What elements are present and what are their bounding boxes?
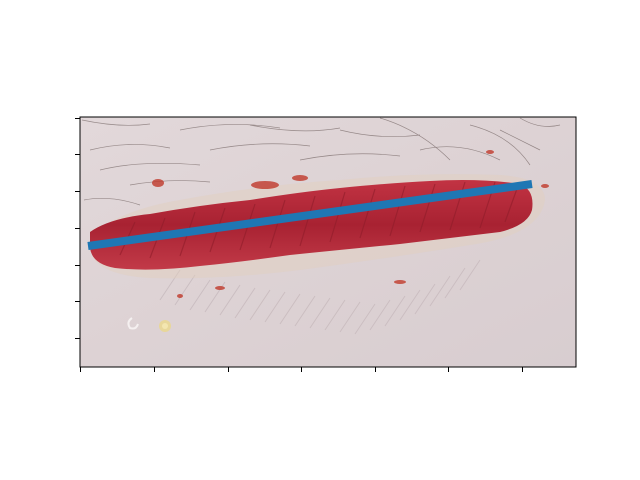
hair-strands: [81, 117, 561, 206]
y-axis-ticks: [75, 118, 80, 339]
x-axis-ticks: [80, 367, 523, 372]
axes-frame: [79, 116, 577, 368]
blood-specks: [152, 150, 549, 298]
skin-curl: [127, 317, 139, 330]
overlay-line: [87, 180, 533, 250]
photo-image: [80, 117, 576, 367]
